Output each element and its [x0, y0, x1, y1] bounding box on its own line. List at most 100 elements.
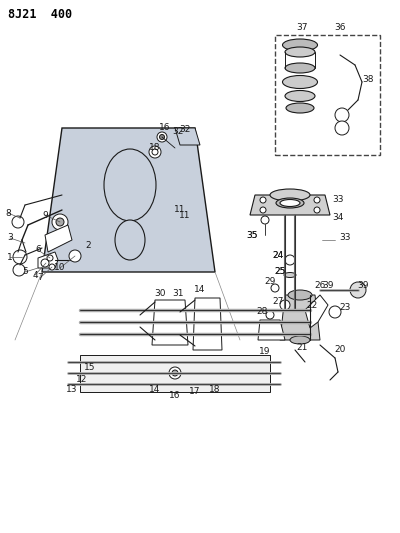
- Polygon shape: [42, 128, 215, 272]
- Circle shape: [160, 134, 164, 140]
- Text: 10: 10: [54, 263, 66, 272]
- Polygon shape: [250, 195, 330, 215]
- Text: 22: 22: [306, 301, 318, 310]
- Text: 11: 11: [179, 211, 191, 220]
- Ellipse shape: [285, 63, 315, 73]
- Circle shape: [350, 282, 366, 298]
- Text: 29: 29: [264, 278, 276, 287]
- Circle shape: [261, 216, 269, 224]
- Text: 19: 19: [259, 348, 271, 357]
- Text: 30: 30: [154, 288, 166, 297]
- Text: 36: 36: [334, 23, 346, 33]
- Text: 25: 25: [274, 268, 286, 277]
- Bar: [275, 35, 380, 155]
- Circle shape: [52, 214, 68, 230]
- Circle shape: [152, 149, 158, 155]
- Text: 21: 21: [296, 343, 308, 352]
- Text: 20: 20: [334, 345, 346, 354]
- Text: 18: 18: [149, 143, 161, 152]
- Circle shape: [12, 216, 24, 228]
- Text: 16: 16: [169, 391, 181, 400]
- Text: 5: 5: [22, 268, 28, 277]
- Text: 28: 28: [256, 308, 268, 317]
- Polygon shape: [175, 128, 200, 145]
- Text: 39: 39: [322, 280, 334, 289]
- Text: 32: 32: [179, 125, 191, 134]
- Circle shape: [157, 132, 167, 142]
- Text: 31: 31: [172, 288, 184, 297]
- Text: 27: 27: [272, 297, 284, 306]
- Text: 34: 34: [332, 214, 344, 222]
- Text: 38: 38: [362, 76, 374, 85]
- Circle shape: [280, 300, 290, 310]
- Text: 25: 25: [274, 268, 286, 277]
- Polygon shape: [193, 298, 222, 350]
- Text: 23: 23: [339, 303, 351, 312]
- Circle shape: [271, 284, 279, 292]
- Text: 32: 32: [172, 127, 184, 136]
- Text: 37: 37: [296, 23, 308, 33]
- Polygon shape: [152, 300, 188, 345]
- Circle shape: [49, 264, 55, 270]
- Text: 24: 24: [272, 251, 284, 260]
- Circle shape: [314, 197, 320, 203]
- Circle shape: [41, 259, 49, 267]
- Ellipse shape: [280, 199, 300, 206]
- Ellipse shape: [270, 189, 310, 201]
- Ellipse shape: [288, 290, 312, 300]
- Ellipse shape: [282, 39, 318, 51]
- Ellipse shape: [282, 76, 318, 88]
- Text: 33: 33: [332, 196, 344, 205]
- Ellipse shape: [276, 198, 304, 208]
- Text: 9: 9: [42, 211, 48, 220]
- Ellipse shape: [285, 91, 315, 101]
- Circle shape: [335, 108, 349, 122]
- Circle shape: [149, 146, 161, 158]
- Ellipse shape: [284, 272, 296, 278]
- Polygon shape: [80, 355, 270, 392]
- Text: 39: 39: [357, 280, 369, 289]
- Text: 3: 3: [7, 233, 13, 243]
- Ellipse shape: [286, 103, 314, 113]
- Text: 12: 12: [76, 376, 88, 384]
- Polygon shape: [38, 252, 58, 268]
- Circle shape: [69, 250, 81, 262]
- Text: 18: 18: [209, 385, 221, 394]
- Polygon shape: [280, 295, 320, 340]
- Circle shape: [260, 197, 266, 203]
- Circle shape: [56, 218, 64, 226]
- Circle shape: [335, 121, 349, 135]
- Circle shape: [314, 207, 320, 213]
- Circle shape: [13, 264, 25, 276]
- Text: 24: 24: [272, 251, 284, 260]
- Text: 13: 13: [66, 385, 78, 394]
- Circle shape: [13, 250, 27, 264]
- Text: 1: 1: [7, 253, 13, 262]
- Text: 16: 16: [159, 124, 171, 133]
- Circle shape: [329, 306, 341, 318]
- Text: 4: 4: [32, 271, 38, 279]
- Text: 35: 35: [246, 230, 258, 239]
- Circle shape: [172, 370, 178, 376]
- Ellipse shape: [104, 149, 156, 221]
- Ellipse shape: [285, 47, 315, 57]
- Text: 14: 14: [149, 385, 161, 394]
- Ellipse shape: [115, 220, 145, 260]
- Circle shape: [266, 311, 274, 319]
- Text: 7: 7: [37, 273, 43, 282]
- Polygon shape: [45, 225, 72, 252]
- Text: 17: 17: [189, 387, 201, 397]
- Text: 11: 11: [174, 206, 186, 214]
- Text: 15: 15: [84, 362, 96, 372]
- Circle shape: [47, 255, 53, 261]
- Text: 2: 2: [85, 240, 91, 249]
- Text: 35: 35: [246, 230, 258, 239]
- Text: 8J21  400: 8J21 400: [8, 8, 72, 21]
- Circle shape: [260, 207, 266, 213]
- Text: 33: 33: [339, 233, 351, 243]
- Text: 14: 14: [194, 286, 206, 295]
- Text: 6: 6: [35, 246, 41, 254]
- Text: 8: 8: [5, 208, 11, 217]
- Text: 26: 26: [314, 280, 326, 289]
- Circle shape: [285, 255, 295, 265]
